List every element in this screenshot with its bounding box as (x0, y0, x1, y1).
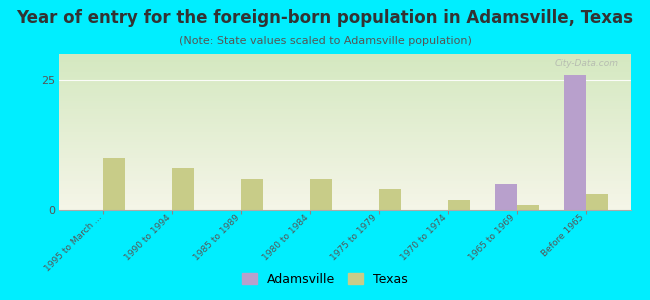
Text: (Note: State values scaled to Adamsville population): (Note: State values scaled to Adamsville… (179, 36, 471, 46)
Text: 1985 to 1989: 1985 to 1989 (192, 213, 241, 262)
Bar (241, 179, 263, 210)
Bar (58, 192, 630, 194)
Bar (586, 194, 608, 210)
Text: 1970 to 1974: 1970 to 1974 (398, 213, 448, 262)
Bar (379, 189, 401, 210)
Bar (58, 72, 630, 75)
Bar (58, 137, 630, 140)
Bar (58, 122, 630, 124)
Bar (58, 111, 630, 114)
Legend: Adamsville, Texas: Adamsville, Texas (237, 268, 413, 291)
Bar (58, 106, 630, 109)
Bar (58, 187, 630, 189)
Bar (58, 184, 630, 187)
Bar (58, 194, 630, 197)
Bar (58, 82, 630, 85)
Bar (58, 103, 630, 106)
Text: Before 1965: Before 1965 (540, 213, 586, 259)
Bar (517, 205, 539, 210)
Bar (58, 202, 630, 205)
Bar (58, 127, 630, 129)
Bar (58, 166, 630, 168)
Text: 1980 to 1984: 1980 to 1984 (261, 213, 310, 262)
Bar (58, 171, 630, 174)
Text: City-Data.com: City-Data.com (555, 59, 619, 68)
Text: 1975 to 1979: 1975 to 1979 (330, 213, 379, 262)
Bar (58, 197, 630, 200)
Bar (58, 62, 630, 64)
Bar (58, 96, 630, 98)
Bar (58, 93, 630, 96)
Bar (58, 85, 630, 88)
Bar (58, 132, 630, 135)
Bar (58, 160, 630, 163)
Bar (58, 153, 630, 155)
Bar (58, 205, 630, 207)
Bar (58, 200, 630, 202)
Bar (58, 109, 630, 111)
Bar (58, 163, 630, 166)
Bar (58, 168, 630, 171)
Bar (103, 158, 125, 210)
Text: Year of entry for the foreign-born population in Adamsville, Texas: Year of entry for the foreign-born popul… (16, 9, 634, 27)
Bar (58, 150, 630, 153)
Bar (310, 179, 332, 210)
Bar (58, 174, 630, 176)
Bar (58, 155, 630, 158)
Bar (58, 114, 630, 116)
Text: 1990 to 1994: 1990 to 1994 (123, 213, 172, 262)
Bar (58, 176, 630, 179)
Bar (58, 90, 630, 93)
Bar (58, 207, 630, 210)
Bar (58, 158, 630, 160)
Bar (58, 135, 630, 137)
Bar (58, 145, 630, 148)
Bar (58, 70, 630, 72)
Bar (58, 101, 630, 104)
Text: 1965 to 1969: 1965 to 1969 (467, 213, 517, 262)
Bar (58, 75, 630, 77)
Bar (58, 57, 630, 59)
Bar (58, 64, 630, 67)
Bar (564, 75, 586, 210)
Bar (58, 179, 630, 181)
Bar (172, 168, 194, 210)
Bar (58, 182, 630, 184)
Bar (495, 184, 517, 210)
Text: 1995 to March ...: 1995 to March ... (42, 213, 103, 274)
Bar (58, 77, 630, 80)
Bar (58, 142, 630, 145)
Bar (58, 189, 630, 192)
Bar (58, 67, 630, 70)
Bar (58, 80, 630, 83)
Bar (58, 98, 630, 101)
Bar (58, 59, 630, 62)
Bar (58, 54, 630, 57)
Bar (58, 116, 630, 119)
Bar (58, 148, 630, 150)
Bar (58, 129, 630, 132)
Bar (58, 140, 630, 142)
Bar (58, 124, 630, 127)
Bar (58, 119, 630, 122)
Bar (448, 200, 470, 210)
Bar (58, 88, 630, 90)
